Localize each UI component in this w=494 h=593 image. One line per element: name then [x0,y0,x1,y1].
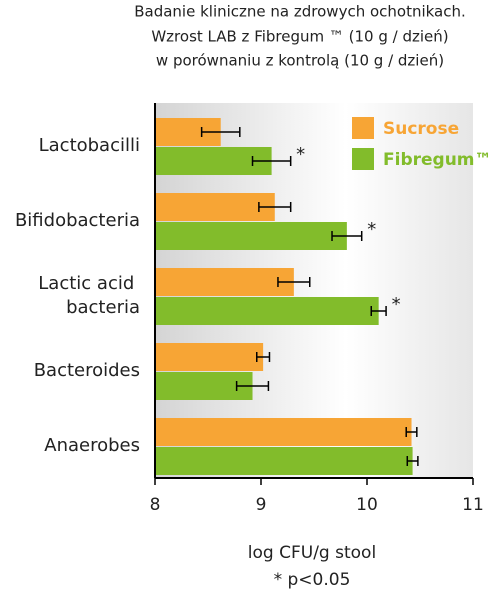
significance-marker: * [392,294,401,315]
error-bar [251,156,292,166]
x-tick-label: 9 [256,495,267,515]
error-bar [258,202,292,212]
legend-swatch [352,117,374,139]
y-tick-label: Bacteroides [34,360,140,381]
label-line: Lactic acid [38,273,140,294]
error-bar [235,381,270,391]
label-line: bacteria [66,297,140,318]
bar [155,193,275,221]
bar [155,222,347,250]
x-axis-label: log CFU/g stool [248,543,376,563]
bar [155,418,412,446]
error-bar [405,427,418,437]
bar [155,343,264,371]
error-bar [370,306,387,316]
y-tick-label: Lactic acid bacteria [38,273,140,318]
chart-title: Badanie kliniczne na zdrowych ochotnikac… [134,3,466,21]
error-bar [331,231,363,241]
bar [155,268,294,296]
error-bar [277,277,311,287]
footnote: * p<0.05 [274,570,351,590]
bar [155,447,413,475]
bar [155,297,379,325]
legend-swatch [352,148,374,170]
error-bar [256,352,271,362]
x-tick-label: 11 [462,495,484,515]
y-tick-label: Bifidobacteria [15,210,140,231]
x-tick-label: 8 [150,495,161,515]
significance-marker: * [367,219,376,240]
y-tick-label: Anaerobes [44,435,140,456]
chart-title: w porównaniu z kontrolą (10 g / dzień) [156,52,444,70]
legend-label: Fibregum™ [383,150,492,170]
error-bar [406,456,419,466]
error-bar [200,127,241,137]
legend-label: Sucrose [383,119,459,139]
y-tick-label: Lactobacilli [39,135,140,156]
significance-marker: * [296,144,305,165]
chart-title: Wzrost LAB z Fibregum ™ (10 g / dzień) [151,28,448,46]
x-tick-label: 10 [356,495,378,515]
